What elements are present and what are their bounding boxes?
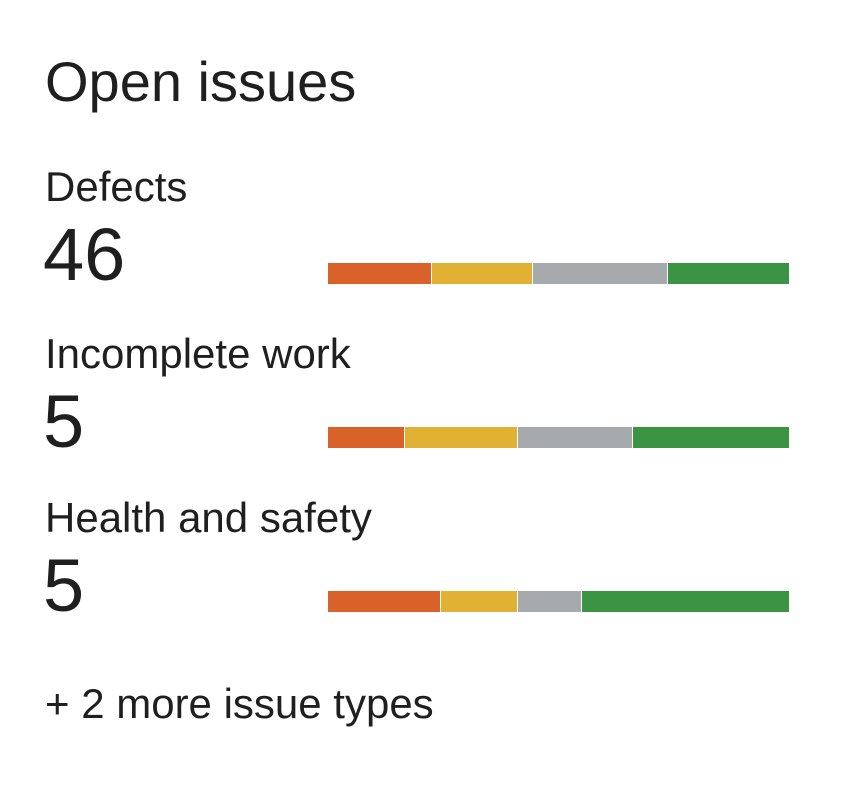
more-issue-types-link[interactable]: + 2 more issue types [45, 680, 434, 727]
severity-bar [328, 427, 789, 448]
card-title: Open issues [45, 50, 357, 113]
issue-count: 5 [43, 544, 85, 627]
severity-segment-high [440, 591, 517, 612]
severity-segment-low [632, 427, 789, 448]
severity-segment-medium [516, 591, 582, 612]
severity-segment-critical [328, 427, 404, 448]
severity-segment-critical [328, 591, 441, 612]
severity-bar [328, 263, 789, 284]
severity-segment-low [581, 591, 789, 612]
severity-segment-critical [328, 263, 431, 284]
severity-segment-medium [517, 427, 633, 448]
issue-count: 5 [43, 380, 85, 463]
issue-row-incomplete-work[interactable]: Incomplete work 5 [43, 330, 805, 480]
issue-label: Health and safety [45, 494, 372, 541]
issue-row-health-and-safety[interactable]: Health and safety 5 [43, 494, 805, 644]
severity-segment-high [403, 427, 518, 448]
severity-bar [328, 591, 789, 612]
issue-row-defects[interactable]: Defects 46 [43, 163, 805, 313]
issue-label: Incomplete work [45, 330, 351, 377]
severity-segment-medium [531, 263, 668, 284]
severity-segment-high [430, 263, 532, 284]
severity-segment-low [667, 263, 789, 284]
issue-count: 46 [43, 213, 126, 296]
issue-label: Defects [45, 163, 188, 210]
